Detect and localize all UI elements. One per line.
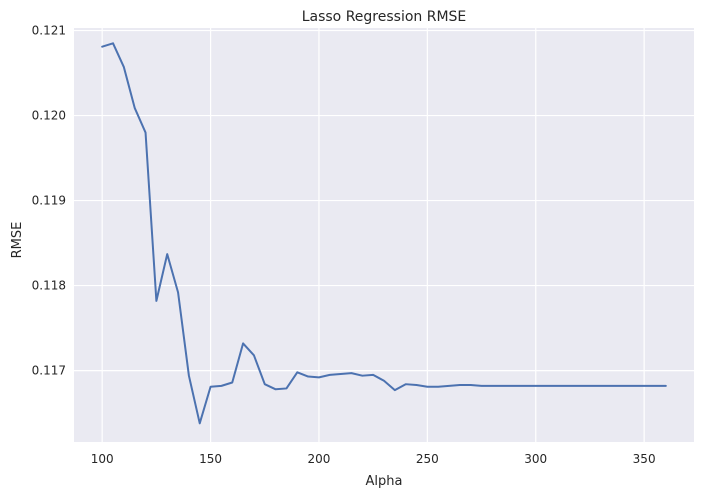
x-tick-label: 100 xyxy=(91,452,114,466)
series-line xyxy=(101,42,667,425)
x-tick-label: 300 xyxy=(524,452,547,466)
grid-lines xyxy=(74,28,694,442)
y-tick-label: 0.117 xyxy=(32,364,66,378)
x-tick-label: 250 xyxy=(416,452,439,466)
chart-title: Lasso Regression RMSE xyxy=(302,9,467,25)
x-tick-label: 150 xyxy=(199,452,222,466)
y-axis-label: RMSE xyxy=(10,222,25,259)
x-axis-label: Alpha xyxy=(366,474,403,489)
y-tick-label: 0.118 xyxy=(32,279,66,293)
y-tick-label: 0.121 xyxy=(32,24,66,38)
plot-background xyxy=(74,28,694,442)
y-tick-labels: 0.117 0.118 0.119 0.120 0.121 xyxy=(32,24,66,378)
x-tick-labels: 100 150 200 250 300 350 xyxy=(91,452,656,466)
x-tick-label: 200 xyxy=(308,452,331,466)
y-tick-label: 0.119 xyxy=(32,194,66,208)
x-tick-label: 350 xyxy=(633,452,656,466)
y-tick-label: 0.120 xyxy=(32,109,66,123)
series-layer xyxy=(101,42,667,425)
